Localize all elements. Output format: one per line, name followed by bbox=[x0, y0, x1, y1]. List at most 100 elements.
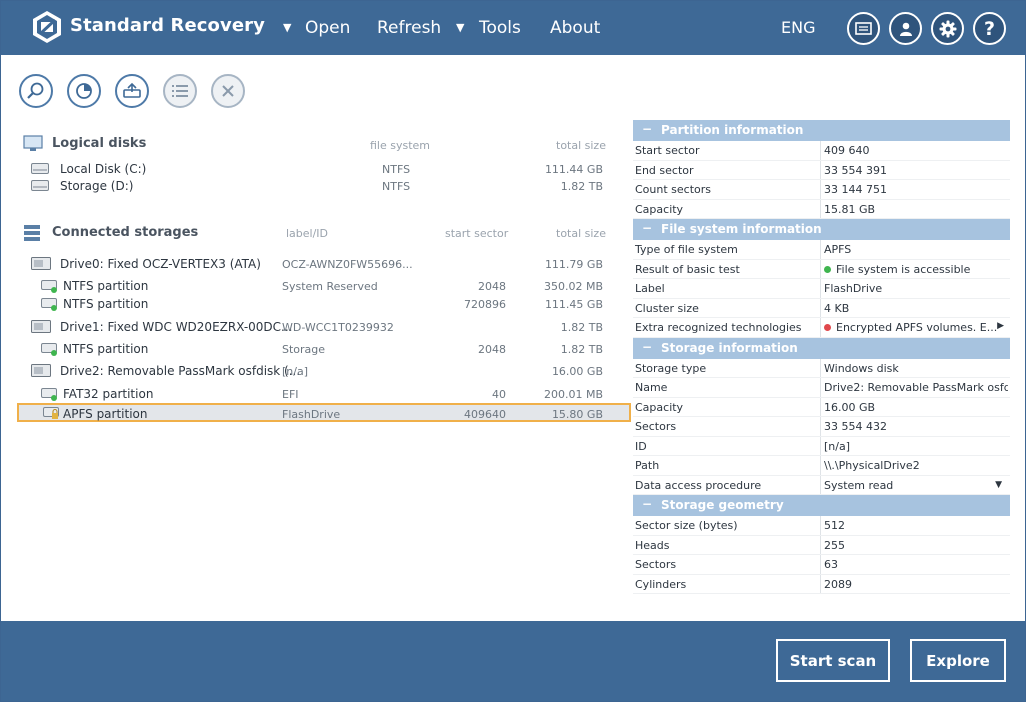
menu-tools[interactable]: Tools bbox=[479, 18, 521, 38]
group-header-filesystem[interactable]: − File system information bbox=[633, 219, 1010, 240]
group-header-storage[interactable]: − Storage information bbox=[633, 337, 1010, 359]
search-icon bbox=[27, 82, 44, 99]
image-button[interactable] bbox=[115, 74, 149, 108]
property-row[interactable]: Heads 255 bbox=[633, 535, 1010, 555]
account-button[interactable] bbox=[889, 12, 922, 45]
logical-disk-name: Storage (D:) bbox=[60, 179, 134, 193]
start-scan-button[interactable]: Start scan bbox=[776, 639, 890, 682]
property-row[interactable]: Start sector 409 640 bbox=[633, 141, 1010, 161]
property-value: 2089 bbox=[824, 578, 1008, 591]
storage-partition-row[interactable]: NTFS partition System Reserved 2048 350.02 … bbox=[17, 277, 631, 296]
language-selector[interactable]: ENG bbox=[781, 18, 816, 37]
group-header-geometry[interactable]: − Storage geometry bbox=[633, 495, 1010, 516]
property-row[interactable]: Storage type Windows disk bbox=[633, 358, 1010, 378]
storage-label: OCZ-AWNZ0FW55696... bbox=[282, 258, 413, 271]
property-row[interactable]: Sectors 63 bbox=[633, 555, 1010, 575]
property-row[interactable]: Capacity 16.00 GB bbox=[633, 397, 1010, 417]
divider bbox=[820, 555, 821, 574]
logical-disk-size: 111.44 GB bbox=[544, 163, 603, 176]
property-value: \\.\PhysicalDrive2 bbox=[824, 459, 1008, 472]
tools-caret-icon[interactable]: ▼ bbox=[456, 21, 465, 34]
pie-chart-icon bbox=[76, 83, 92, 99]
storage-drive-row[interactable]: Drive0: Fixed OCZ-VERTEX3 (ATA) OCZ-AWNZ0… bbox=[17, 255, 631, 274]
disk-image-icon bbox=[123, 82, 141, 98]
storage-partition-row[interactable]: NTFS partition 720896 111.45 GB bbox=[17, 295, 631, 314]
property-row[interactable]: Capacity 15.81 GB bbox=[633, 199, 1010, 219]
group-title: File system information bbox=[661, 222, 822, 236]
settings-button[interactable] bbox=[931, 12, 964, 45]
col-start-sector: start sector bbox=[445, 227, 509, 240]
divider bbox=[820, 535, 821, 554]
app-title: Standard Recovery bbox=[70, 15, 265, 36]
collapse-icon[interactable]: − bbox=[642, 221, 653, 235]
group-header-partition[interactable]: − Partition information bbox=[633, 120, 1010, 141]
property-value-text: 33 144 751 bbox=[824, 183, 887, 196]
storage-start-sector: 409640 bbox=[464, 408, 506, 421]
collapse-icon[interactable]: − bbox=[642, 339, 653, 354]
property-row[interactable]: Sectors 33 554 432 bbox=[633, 417, 1010, 437]
menu-about[interactable]: About bbox=[550, 18, 601, 38]
property-row[interactable]: Extra recognized technologies Encrypted A… bbox=[633, 318, 1010, 338]
find-partitions-button[interactable] bbox=[19, 74, 53, 108]
drive-icon bbox=[31, 320, 51, 333]
menu-refresh[interactable]: Refresh bbox=[377, 18, 442, 38]
open-caret-icon[interactable]: ▼ bbox=[283, 21, 292, 34]
property-row[interactable]: ID [n/a] bbox=[633, 436, 1010, 456]
property-value: FlashDrive bbox=[824, 282, 1008, 295]
logical-disk-row[interactable]: Storage (D:) NTFS 1.82 TB bbox=[17, 177, 631, 196]
storage-label: Storage bbox=[282, 343, 326, 356]
property-value: 33 554 432 bbox=[824, 420, 1008, 433]
property-value: 4 KB bbox=[824, 302, 1008, 315]
divider bbox=[820, 279, 821, 298]
property-row[interactable]: End sector 33 554 391 bbox=[633, 160, 1010, 180]
storage-name: FAT32 partition bbox=[63, 387, 154, 401]
property-row[interactable]: Type of file system APFS bbox=[633, 240, 1010, 260]
property-value-text: Encrypted APFS volumes. E... bbox=[836, 321, 998, 334]
close-storage-button[interactable] bbox=[211, 74, 245, 108]
property-row[interactable]: Name Drive2: Removable PassMark osfdisk (… bbox=[633, 378, 1010, 398]
property-value: 63 bbox=[824, 558, 1008, 571]
property-row[interactable]: Cluster size 4 KB bbox=[633, 298, 1010, 318]
collapse-icon[interactable]: − bbox=[642, 122, 653, 136]
property-row[interactable]: Path \\.\PhysicalDrive2 bbox=[633, 456, 1010, 476]
divider bbox=[820, 259, 821, 278]
properties-button[interactable] bbox=[163, 74, 197, 108]
storage-label: FlashDrive bbox=[282, 408, 341, 421]
storage-partition-row[interactable]: NTFS partition Storage 2048 1.82 TB bbox=[17, 340, 631, 359]
property-value-text: APFS bbox=[824, 243, 852, 256]
connected-storages-title: Connected storages bbox=[52, 225, 199, 240]
storage-partition-row[interactable]: FAT32 partition EFI 40 200.01 MB bbox=[17, 385, 631, 404]
storage-partition-row[interactable]: APFS partition FlashDrive 409640 15.80 GB bbox=[17, 403, 631, 422]
property-key: Name bbox=[635, 381, 668, 394]
property-row[interactable]: Label FlashDrive bbox=[633, 279, 1010, 299]
log-button[interactable] bbox=[847, 12, 880, 45]
storage-drive-row[interactable]: Drive1: Fixed WDC WD20EZRX-00DC... WD-WCC… bbox=[17, 318, 631, 337]
property-row[interactable]: Result of basic test File system is acces… bbox=[633, 259, 1010, 279]
property-row[interactable]: Data access procedure System read ▼ bbox=[633, 475, 1010, 495]
property-row[interactable]: Sector size (bytes) 512 bbox=[633, 516, 1010, 536]
col-file-system: file system bbox=[370, 139, 431, 152]
disk-view-button[interactable] bbox=[67, 74, 101, 108]
property-row[interactable]: Count sectors 33 144 751 bbox=[633, 180, 1010, 200]
property-value-text: 33 554 432 bbox=[824, 420, 887, 433]
logical-disk-row[interactable]: Local Disk (C:) NTFS 111.44 GB bbox=[17, 160, 631, 179]
user-icon bbox=[899, 22, 912, 36]
property-value-text: \\.\PhysicalDrive2 bbox=[824, 459, 920, 472]
close-icon bbox=[222, 85, 234, 97]
property-value: File system is accessible bbox=[824, 263, 1008, 276]
explore-button[interactable]: Explore bbox=[910, 639, 1006, 682]
expand-arrow-icon[interactable]: ▶ bbox=[997, 321, 1004, 331]
dropdown-arrow-icon[interactable]: ▼ bbox=[995, 479, 1002, 490]
property-row[interactable]: Cylinders 2089 bbox=[633, 574, 1010, 594]
divider bbox=[820, 417, 821, 436]
logical-disk-size: 1.82 TB bbox=[560, 180, 603, 193]
divider bbox=[820, 397, 821, 416]
menu-open[interactable]: Open bbox=[305, 18, 351, 38]
divider bbox=[820, 436, 821, 455]
property-value-text: 4 KB bbox=[824, 301, 850, 315]
storage-drive-row[interactable]: Drive2: Removable PassMark osfdisk (...[… bbox=[17, 362, 631, 381]
app-logo-icon bbox=[33, 11, 61, 43]
help-button[interactable]: ? bbox=[973, 12, 1006, 45]
collapse-icon[interactable]: − bbox=[642, 497, 653, 511]
